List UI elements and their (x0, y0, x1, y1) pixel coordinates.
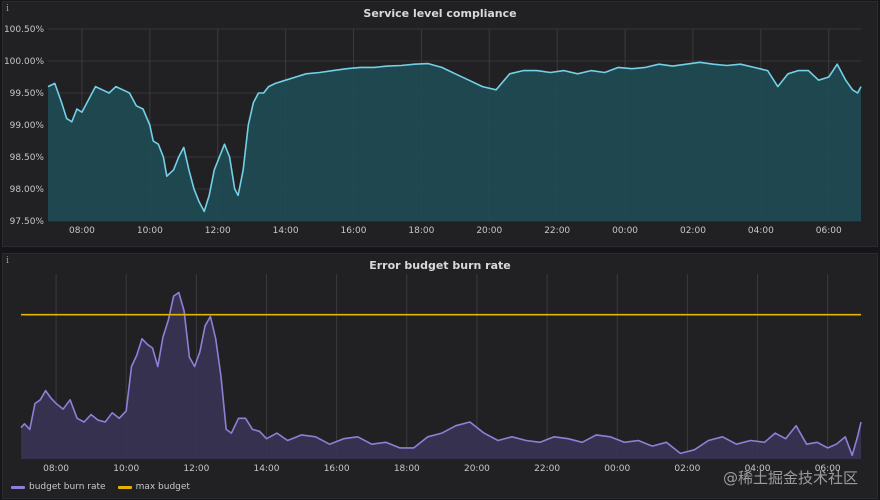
series-area-0 (48, 62, 861, 221)
series-line-0 (20, 291, 862, 457)
x-tick-label: 02:00 (674, 464, 700, 474)
y-tick-label: 99.50% (10, 89, 45, 99)
legend-swatch-max-budget (117, 485, 132, 489)
legend-label: budget burn rate (29, 482, 106, 492)
x-tick-label: 00:00 (604, 464, 630, 474)
y-tick-label: 98.50% (10, 153, 45, 163)
x-tick-label: 02:00 (680, 226, 706, 236)
legend-item-burn-rate[interactable]: budget burn rate (11, 482, 106, 492)
legend-item-max-budget[interactable]: max budget (117, 482, 190, 492)
watermark: @稀土掘金技术社区 (722, 469, 858, 487)
info-icon[interactable]: i (6, 256, 9, 266)
x-tick-label: 14:00 (273, 226, 299, 236)
y-tick-label: 100.00% (4, 57, 44, 67)
x-tick-label: 08:00 (69, 226, 95, 236)
info-icon[interactable]: i (6, 4, 9, 14)
x-tick-label: 00:00 (612, 226, 638, 236)
legend-label: max budget (135, 482, 190, 492)
y-tick-label: 100.50% (4, 25, 44, 35)
x-tick-label: 16:00 (324, 464, 350, 474)
burn-rate-panel: i Error budget burn rate 08:00 10:00 12:00… (2, 253, 878, 499)
x-tick-label: 06:00 (816, 226, 842, 236)
series-line-0 (47, 61, 862, 213)
legend: budget burn rate max budget (11, 482, 190, 492)
x-tick-label: 22:00 (534, 464, 560, 474)
x-tick-label: 20:00 (464, 464, 490, 474)
service-level-panel: i Service level compliance 97.50% 98.00% 9… (2, 1, 878, 247)
burn-rate-chart: 08:00 10:00 12:00 14:00 16:00 18:00 20:00 22:00… (20, 274, 862, 474)
panel-title[interactable]: Service level compliance (363, 7, 517, 20)
series-area-0 (21, 292, 861, 459)
panel-title[interactable]: Error budget burn rate (369, 259, 511, 272)
y-tick-label: 99.00% (10, 121, 45, 131)
x-tick-label: 04:00 (745, 464, 771, 474)
x-tick-label: 18:00 (408, 226, 434, 236)
service-level-chart: 97.50% 98.00% 98.50% 99.00% 99.50% 100.00% 100… (4, 25, 862, 236)
x-tick-label: 12:00 (205, 226, 231, 236)
legend-swatch-burn-rate (11, 485, 25, 489)
x-tick-label: 18:00 (394, 464, 420, 474)
x-tick-label: 10:00 (137, 226, 163, 236)
y-tick-label: 97.50% (10, 217, 45, 227)
x-tick-label: 22:00 (544, 226, 570, 236)
x-tick-label: 14:00 (254, 464, 280, 474)
x-tick-label: 08:00 (43, 464, 69, 474)
y-tick-label: 98.00% (10, 185, 45, 195)
x-tick-label: 20:00 (476, 226, 502, 236)
x-tick-label: 10:00 (113, 464, 139, 474)
x-tick-label: 12:00 (183, 464, 209, 474)
x-tick-label: 04:00 (748, 226, 774, 236)
x-tick-label: 16:00 (341, 226, 367, 236)
x-tick-label: 06:00 (815, 464, 841, 474)
